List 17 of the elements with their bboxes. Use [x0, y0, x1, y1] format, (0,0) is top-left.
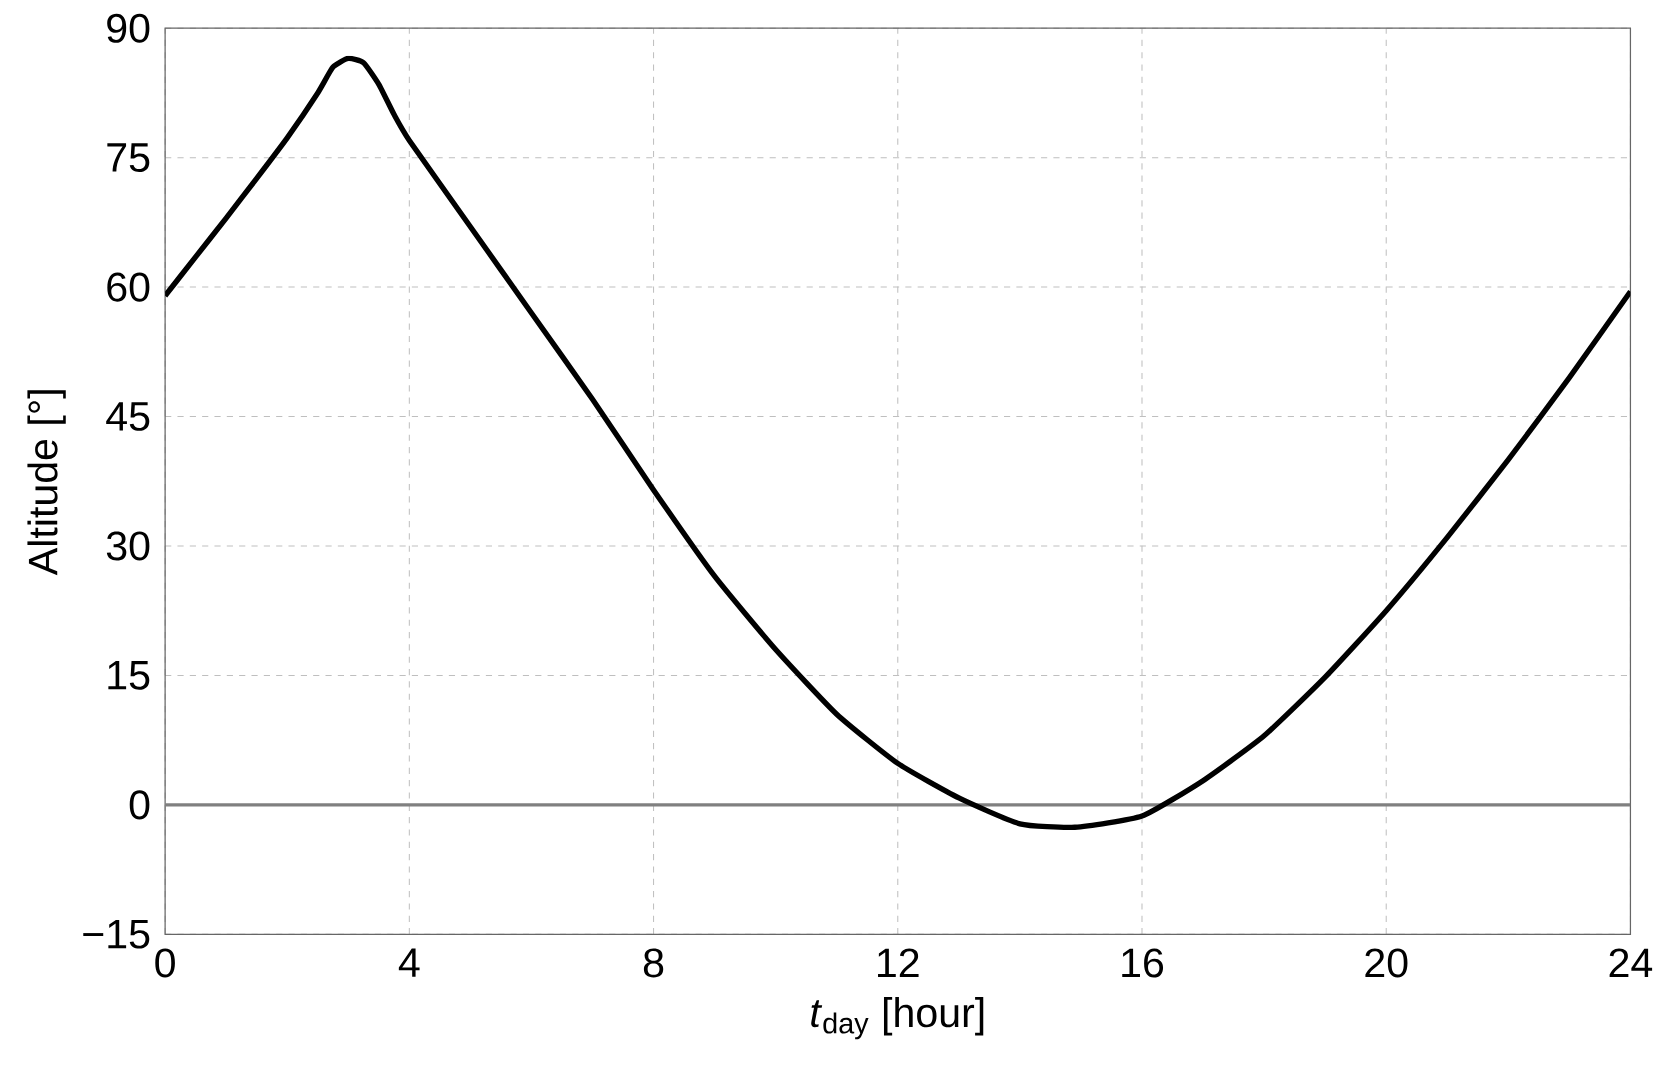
x-tick-label: 16 [1122, 948, 1164, 978]
y-tick-label: −15 [83, 920, 150, 949]
y-tick-label: 60 [107, 272, 150, 302]
x-tick-label: 4 [398, 948, 420, 977]
y-tick-label: 45 [106, 402, 150, 431]
x-axis-title: t$_{day}$ [hour] [811, 997, 984, 1040]
y-tick-label: 75 [107, 143, 150, 173]
x-tick-label: 0 [155, 948, 175, 978]
x-tick-label: 20 [1365, 948, 1408, 978]
x-tick-label: 8 [643, 948, 664, 978]
x-tick-label: 12 [878, 948, 919, 978]
y-tick-label: 15 [108, 661, 150, 690]
y-tick-label: 90 [107, 13, 150, 43]
x-tick-label: 24 [1609, 948, 1653, 978]
y-axis-title: Altitude [°] [27, 390, 66, 576]
y-tick-label: 0 [129, 790, 150, 820]
y-tick-label: 30 [106, 531, 150, 561]
